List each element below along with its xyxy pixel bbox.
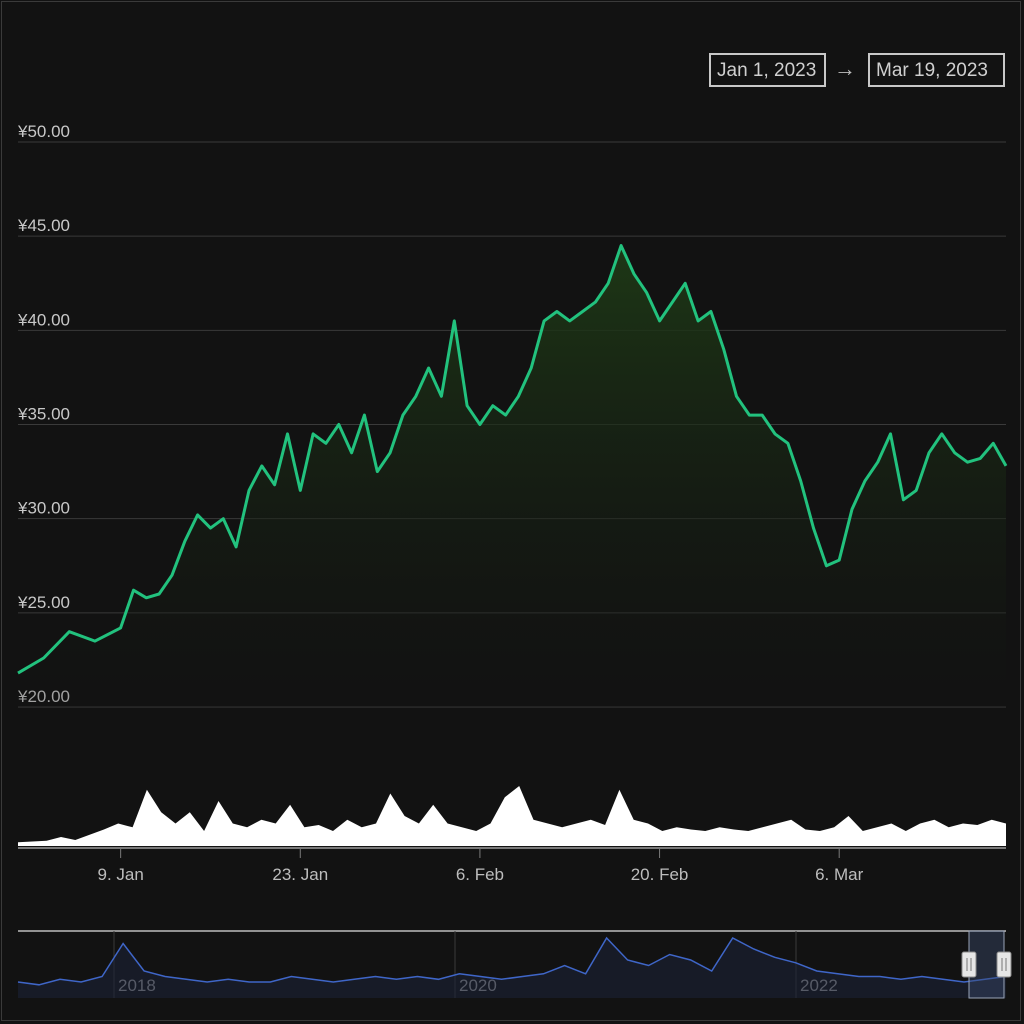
price-area <box>18 245 1006 707</box>
range-start-input[interactable]: Jan 1, 2023 <box>709 53 826 87</box>
x-tick-label: 9. Jan <box>97 865 143 884</box>
x-tick-label: 23. Jan <box>272 865 328 884</box>
y-tick-label: ¥25.00 <box>17 593 70 612</box>
navigator-handle-icon[interactable] <box>996 951 1012 978</box>
x-tick-label: 20. Feb <box>631 865 689 884</box>
y-tick-label: ¥30.00 <box>17 499 70 518</box>
volume-area <box>18 786 1006 846</box>
navigator[interactable]: 201820202022 <box>17 930 1012 999</box>
navigator-line <box>17 936 1007 986</box>
price-line <box>17 244 1008 675</box>
navigator-handle-icon[interactable] <box>961 951 977 978</box>
y-tick-label: ¥50.00 <box>17 122 70 141</box>
y-tick-label: ¥40.00 <box>17 310 70 329</box>
range-arrow-icon: → <box>834 56 856 81</box>
x-tick-label: 6. Feb <box>456 865 504 884</box>
navigator-area <box>18 938 1006 998</box>
range-end-input[interactable]: Mar 19, 2023 <box>868 53 1005 87</box>
x-tick-label: 6. Mar <box>815 865 864 884</box>
y-tick-label: ¥45.00 <box>17 216 70 235</box>
y-tick-label: ¥35.00 <box>17 405 70 424</box>
